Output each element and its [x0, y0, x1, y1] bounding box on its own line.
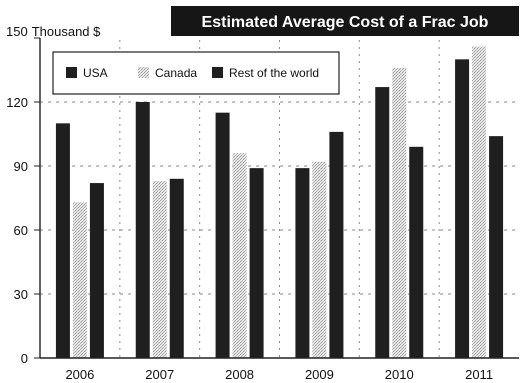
y-tick-30: 30 [14, 287, 28, 302]
y-tick-150: 150 [6, 24, 28, 39]
bar-canada-2006 [72, 202, 87, 358]
bar-canada-2010 [392, 67, 407, 358]
legend-label-usa: USA [83, 66, 108, 80]
legend: USA Canada Rest of the world [52, 51, 340, 95]
x-tick-2010: 2010 [385, 367, 414, 382]
x-tick-2011: 2011 [465, 367, 493, 382]
legend-swatch-usa [66, 67, 77, 78]
title-banner [171, 6, 519, 36]
bar-usa-2009 [295, 168, 310, 358]
y-tick-120: 120 [6, 95, 28, 110]
x-tick-2008: 2008 [225, 367, 254, 382]
bar-canada-2011 [472, 46, 487, 359]
axis-layer: 0 30 60 90 120 2006 2007 2008 2009 2010 2011 [6, 37, 519, 382]
bar-usa-2008 [215, 112, 230, 359]
x-tick-2006: 2006 [65, 367, 94, 382]
bar-canada-2007 [152, 180, 167, 358]
bar-rest-of-the-world-2009 [329, 131, 344, 358]
x-tick-2007: 2007 [145, 367, 174, 382]
bar-canada-2008 [232, 153, 247, 358]
legend-box [52, 51, 340, 95]
bar-rest-of-the-world-2010 [409, 146, 424, 358]
y-unit-label: Thousand $ [32, 24, 101, 39]
chart-title: Estimated Average Cost of a Frac Job [202, 14, 489, 31]
legend-label-rest-of-the-world: Rest of the world [229, 66, 319, 80]
y-axis-top-tick-label: 150 Thousand $ [6, 24, 101, 39]
bars-layer [55, 46, 504, 359]
legend-label-canada: Canada [155, 66, 197, 80]
x-tick-2009: 2009 [305, 367, 334, 382]
bar-usa-2011 [455, 59, 470, 358]
bar-rest-of-the-world-2007 [169, 178, 184, 358]
bar-rest-of-the-world-2008 [249, 168, 264, 358]
bar-usa-2010 [375, 87, 390, 359]
bar-canada-2009 [312, 161, 327, 358]
bar-usa-2007 [135, 102, 150, 358]
y-tick-60: 60 [14, 223, 28, 238]
y-tick-90: 90 [14, 159, 28, 174]
bar-rest-of-the-world-2011 [489, 136, 504, 358]
legend-swatch-rest-of-the-world [212, 67, 223, 78]
bar-usa-2006 [55, 123, 70, 358]
legend-swatch-canada [138, 67, 149, 78]
bar-rest-of-the-world-2006 [89, 183, 104, 358]
y-tick-0: 0 [21, 351, 28, 366]
